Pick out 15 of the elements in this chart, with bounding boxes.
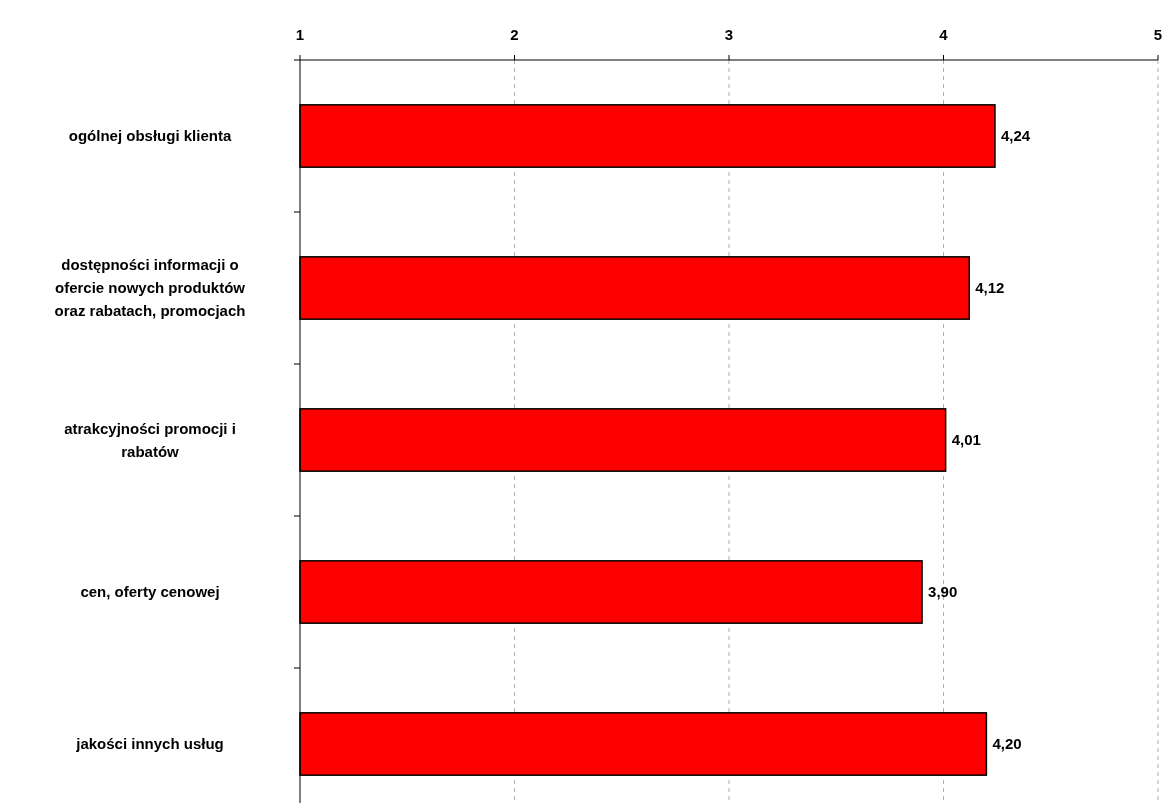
y-tick-label: dostępności informacji o ofercie nowych produktów oraz rabatach, promocjach (54, 256, 246, 320)
y-tick-label: atrakcyjności promocji i rabatów (64, 419, 236, 460)
data-label: 4,01 (951, 431, 981, 449)
x-tick-label: 3 (724, 26, 734, 43)
x-tick-label: 5 (1153, 26, 1163, 43)
y-tick-label: cen, oferty cenowej (80, 583, 220, 601)
x-tick-label: 2 (510, 26, 519, 43)
data-label: 4,20 (992, 735, 1022, 753)
data-label: 4,24 (1000, 127, 1031, 145)
data-label: 4,12 (975, 279, 1005, 297)
data-label: 3,90 (928, 583, 958, 601)
x-tick-label: 4 (939, 26, 949, 43)
y-tick-label: jakości innych usług (75, 735, 224, 753)
x-tick-label: 1 (295, 26, 305, 43)
y-tick-label: ogólnej obsługi klienta (68, 127, 232, 145)
